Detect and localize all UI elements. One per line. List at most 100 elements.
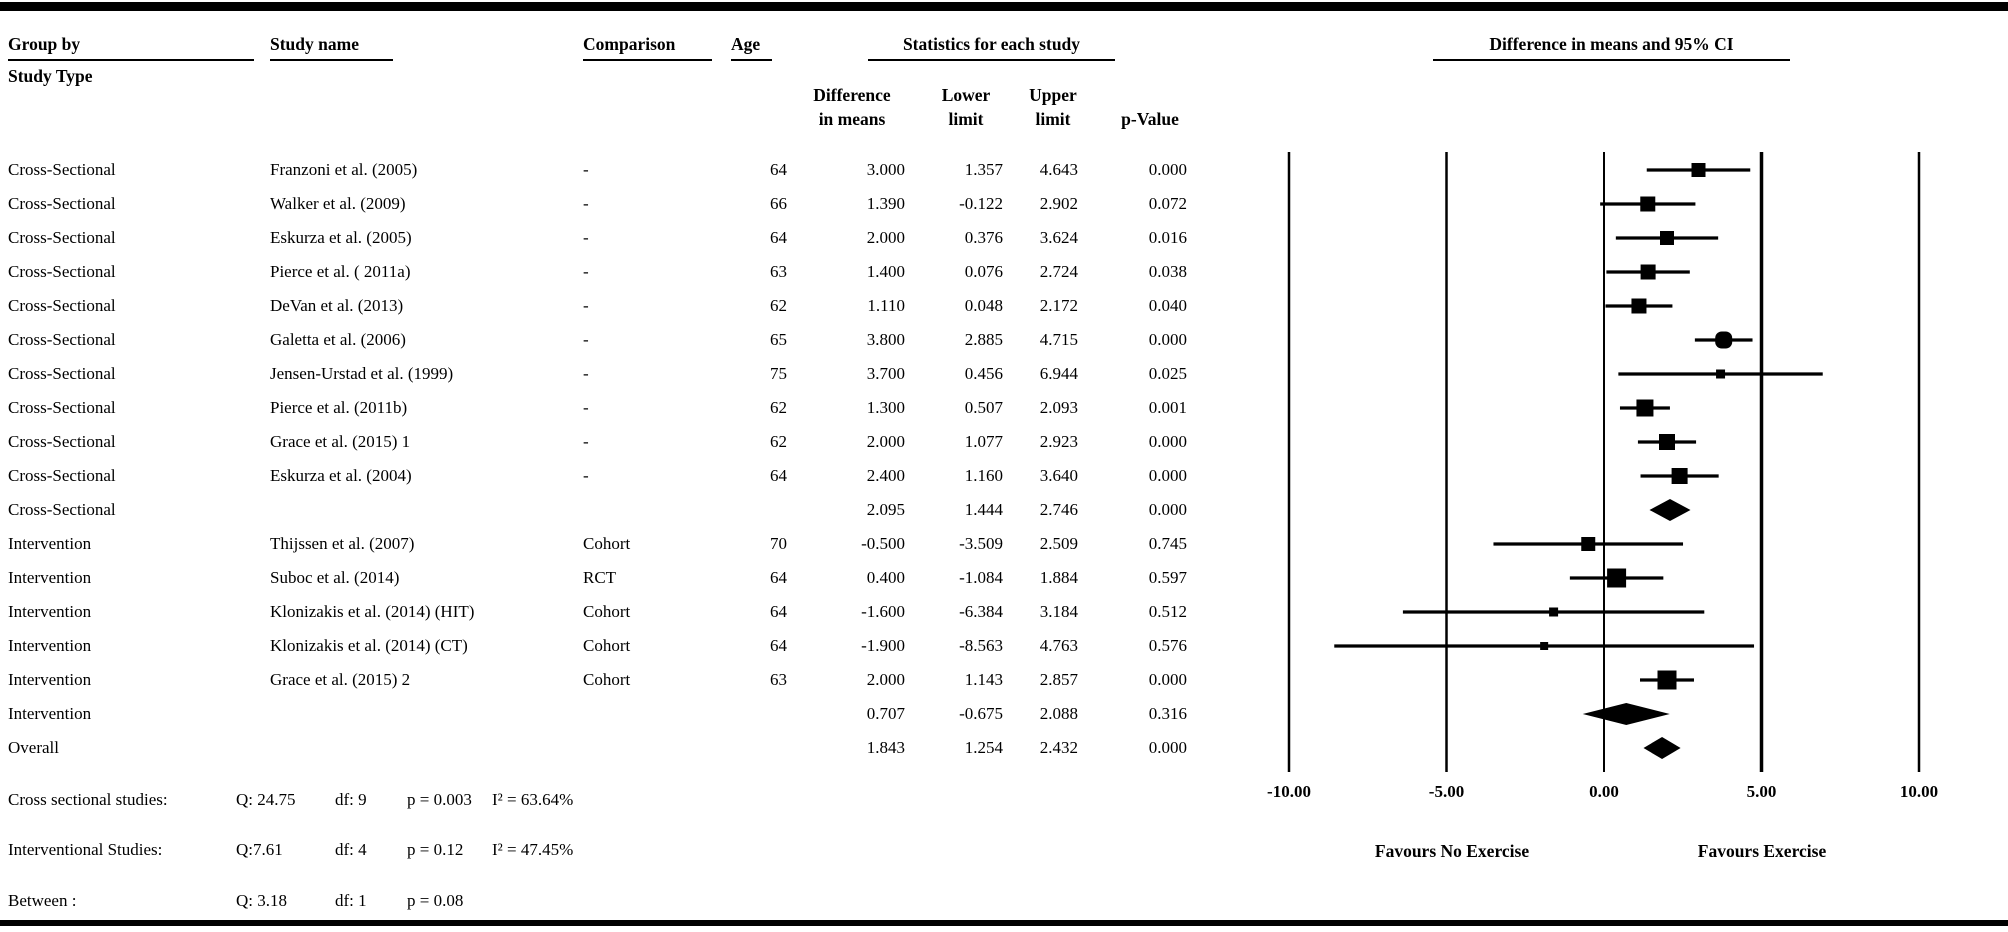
- cell-p-value: 0.745: [1148, 534, 1187, 553]
- cell-study-name: Klonizakis et al. (2014) (HIT): [270, 602, 475, 621]
- cell-upper-limit: 2.088: [1039, 704, 1078, 723]
- cell-group: Overall: [8, 738, 59, 757]
- subheader-in-means: in means: [818, 109, 886, 129]
- cell-lower-limit: 1.444: [964, 500, 1003, 519]
- heterogeneity-row-cross-sectional: Cross sectional studies: Q: 24.75 df: 9 …: [0, 789, 1230, 815]
- x-axis-tick-label: -5.00: [1428, 782, 1465, 801]
- point-estimate-marker: [1691, 163, 1706, 177]
- point-estimate-marker: [1549, 607, 1559, 617]
- cell-study-name: Suboc et al. (2014): [270, 568, 400, 587]
- cell-comparison: Cohort: [583, 636, 631, 655]
- cell-age: 64: [770, 466, 787, 485]
- cell-study-name: Galetta et al. (2006): [270, 330, 406, 349]
- point-estimate-marker: [1640, 264, 1656, 280]
- cell-p-value: 0.597: [1148, 568, 1187, 587]
- table-row-study: Intervention Klonizakis et al. (2014) (HI…: [0, 595, 1230, 629]
- summary-diamond: [1643, 737, 1681, 759]
- cell-age: 64: [770, 160, 787, 179]
- cell-p-value: 0.040: [1148, 296, 1187, 315]
- table-row-summary: Cross-Sectional 2.095 1.444 2.746 0.000: [0, 493, 1230, 527]
- table-row-study: Cross-Sectional Eskurza et al. (2005) - 64 2…: [0, 221, 1230, 255]
- subheader-upper-limit: limit: [1035, 109, 1071, 129]
- cell-lower-limit: 1.254: [964, 738, 1003, 757]
- cell-group: Cross-Sectional: [8, 364, 116, 383]
- cell-p-value: 0.038: [1148, 262, 1187, 281]
- heterogeneity-row-between: Between : Q: 3.18 df: 1 p = 0.08: [0, 890, 1230, 916]
- cell-difference-in-means: 0.400: [866, 568, 905, 587]
- cell-lower-limit: 0.376: [964, 228, 1003, 247]
- point-estimate-marker: [1640, 196, 1656, 212]
- cell-lower-limit: 0.048: [964, 296, 1003, 315]
- cell-age: 64: [770, 228, 787, 247]
- cell-difference-in-means: 1.300: [866, 398, 905, 417]
- table-row-study: Cross-Sectional Galetta et al. (2006) - 65 3…: [0, 323, 1230, 357]
- cell-difference-in-means: -1.900: [861, 636, 905, 655]
- cell-group: Cross-Sectional: [8, 330, 116, 349]
- heterogeneity-row-interventional: Interventional Studies: Q:7.61 df: 4 p =…: [0, 839, 1230, 865]
- cell-upper-limit: 2.902: [1039, 194, 1078, 213]
- cell-comparison: -: [583, 262, 589, 281]
- cell-upper-limit: 2.509: [1039, 534, 1078, 553]
- cell-group: Intervention: [8, 534, 92, 553]
- cell-age: 62: [770, 432, 787, 451]
- cell-study-name: Walker et al. (2009): [270, 194, 406, 213]
- cell-p-value: 0.000: [1148, 466, 1187, 485]
- bottom-border-rule: [0, 920, 2008, 926]
- cell-upper-limit: 3.640: [1039, 466, 1078, 485]
- cell-p-value: 0.000: [1148, 330, 1187, 349]
- cell-group: Intervention: [8, 602, 92, 621]
- cell-age: 64: [770, 568, 787, 587]
- cell-comparison: -: [583, 398, 589, 417]
- cell-study-name: Pierce et al. ( 2011a): [270, 262, 411, 281]
- cell-difference-in-means: 1.390: [866, 194, 905, 213]
- cell-lower-limit: 1.077: [964, 432, 1003, 451]
- cell-p-value: 0.000: [1148, 500, 1187, 519]
- subheader-upper: Upper: [1029, 85, 1077, 105]
- cell-lower-limit: -0.675: [959, 704, 1003, 723]
- cell-difference-in-means: 3.700: [866, 364, 905, 383]
- point-estimate-marker: [1540, 642, 1549, 650]
- point-estimate-marker: [1671, 468, 1688, 484]
- cell-lower-limit: -0.122: [959, 194, 1003, 213]
- cell-study-name: Klonizakis et al. (2014) (CT): [270, 636, 468, 655]
- cell-comparison: -: [583, 194, 589, 213]
- cell-lower-limit: 0.456: [964, 364, 1003, 383]
- cell-lower-limit: -6.384: [959, 602, 1003, 621]
- cell-difference-in-means: 3.800: [866, 330, 905, 349]
- cell-study-name: Pierce et al. (2011b): [270, 398, 408, 417]
- cell-lower-limit: 1.143: [964, 670, 1003, 689]
- cell-difference-in-means: 2.400: [866, 466, 905, 485]
- table-row-study: Intervention Grace et al. (2015) 2 Cohort 6…: [0, 663, 1230, 697]
- summary-diamond: [1582, 703, 1670, 725]
- point-estimate-marker: [1716, 369, 1726, 379]
- cell-upper-limit: 2.746: [1039, 500, 1078, 519]
- cell-p-value: 0.016: [1148, 228, 1187, 247]
- cell-comparison: -: [583, 228, 589, 247]
- point-estimate-marker: [1581, 537, 1596, 551]
- point-estimate-marker: [1715, 331, 1733, 349]
- cell-difference-in-means: 0.707: [866, 704, 905, 723]
- het-q-statistic: Q:7.61: [236, 840, 283, 859]
- cell-upper-limit: 2.857: [1039, 670, 1078, 689]
- cell-comparison: -: [583, 432, 589, 451]
- cell-group: Cross-Sectional: [8, 228, 116, 247]
- table-row-study: Cross-Sectional Grace et al. (2015) 1 - 62 2…: [0, 425, 1230, 459]
- cell-p-value: 0.000: [1148, 432, 1187, 451]
- cell-group: Cross-Sectional: [8, 194, 116, 213]
- x-axis-tick-label: 0.00: [1589, 782, 1619, 801]
- cell-age: 64: [770, 602, 787, 621]
- cell-study-name: Franzoni et al. (2005): [270, 160, 418, 179]
- cell-comparison: -: [583, 296, 589, 315]
- favours-left-label: Favours No Exercise: [1374, 841, 1530, 861]
- cell-group: Intervention: [8, 636, 92, 655]
- cell-p-value: 0.512: [1148, 602, 1187, 621]
- cell-upper-limit: 6.944: [1039, 364, 1078, 383]
- cell-study-name: Jensen-Urstad et al. (1999): [270, 364, 454, 383]
- cell-group: Cross-Sectional: [8, 296, 116, 315]
- cell-study-name: Thijssen et al. (2007): [270, 534, 415, 553]
- subheader-lower: Lower: [941, 85, 991, 105]
- cell-upper-limit: 2.093: [1039, 398, 1078, 417]
- table-row-study: Cross-Sectional Pierce et al. ( 2011a) - 63…: [0, 255, 1230, 289]
